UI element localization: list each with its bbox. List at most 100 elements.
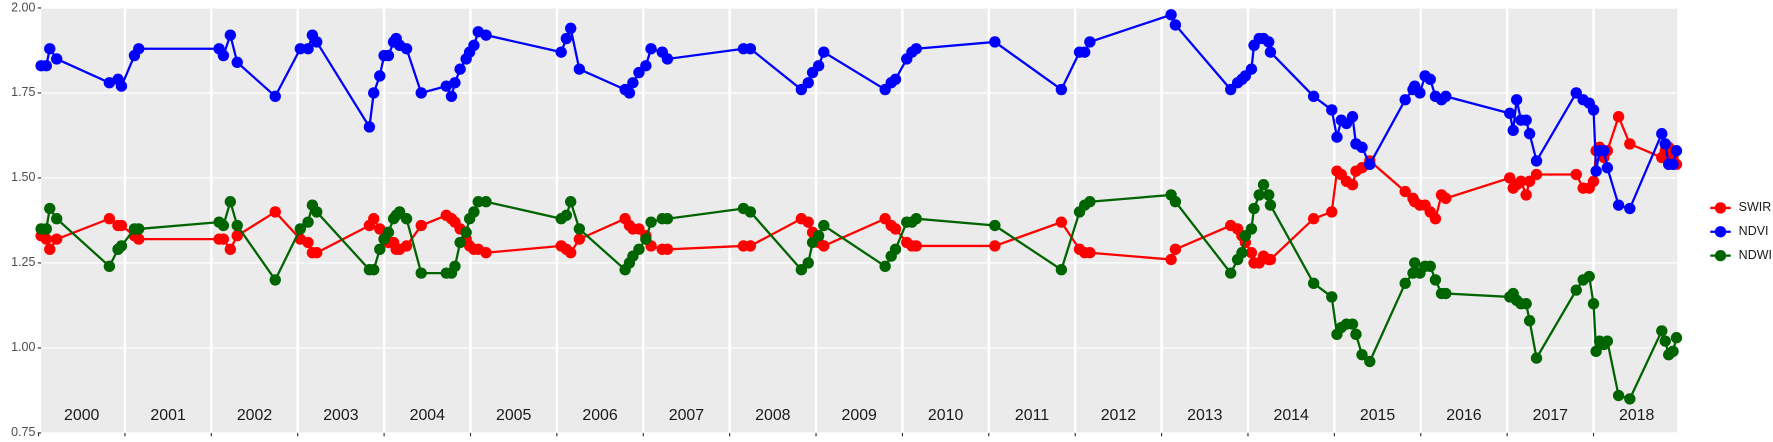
point: [1263, 189, 1275, 201]
point: [1264, 199, 1277, 211]
point: [1346, 318, 1359, 330]
point: [802, 77, 814, 89]
point: [889, 223, 902, 235]
point: [1656, 128, 1668, 140]
point: [910, 43, 922, 55]
point: [645, 43, 657, 55]
point: [1245, 247, 1258, 259]
point: [744, 206, 757, 218]
point: [1055, 83, 1068, 96]
point: [1659, 138, 1671, 150]
point: [1583, 270, 1595, 283]
point: [1520, 298, 1532, 310]
point: [889, 243, 902, 256]
point: [302, 236, 314, 249]
point: [44, 43, 56, 55]
point: [294, 43, 306, 55]
point: [560, 209, 573, 222]
point: [1656, 325, 1668, 337]
point: [1612, 389, 1625, 402]
point: [1624, 202, 1636, 215]
point: [1667, 158, 1679, 171]
point: [400, 213, 413, 225]
year-label: 2016: [1446, 407, 1482, 424]
point: [374, 223, 386, 235]
point: [1587, 175, 1600, 188]
point: [565, 196, 577, 208]
y-tick-label: 0.75: [11, 425, 35, 439]
point: [468, 39, 480, 52]
point: [302, 216, 314, 228]
point: [1670, 145, 1683, 157]
year-label: 2015: [1360, 407, 1396, 424]
point: [217, 49, 230, 62]
y-tick-label: 1.00: [11, 340, 35, 354]
point: [640, 60, 652, 72]
point: [1590, 165, 1602, 177]
point: [910, 213, 922, 225]
point: [1510, 94, 1523, 106]
legend-marker: [1714, 226, 1727, 238]
point: [1520, 189, 1532, 201]
point: [1055, 216, 1068, 228]
point: [1364, 355, 1376, 368]
point: [368, 264, 380, 276]
point: [1165, 9, 1177, 21]
point: [1504, 107, 1516, 120]
point: [1570, 168, 1582, 181]
point: [1399, 94, 1411, 106]
year-label: 2003: [323, 407, 359, 424]
point: [1507, 124, 1519, 137]
point: [1169, 196, 1182, 208]
point: [454, 63, 466, 75]
point: [44, 243, 56, 256]
point: [661, 53, 674, 65]
point: [480, 29, 492, 41]
year-label: 2001: [150, 407, 186, 424]
point: [1307, 90, 1320, 103]
point: [311, 206, 323, 218]
point: [1570, 284, 1582, 296]
point: [454, 236, 466, 249]
point: [51, 53, 63, 65]
year-label: 2018: [1619, 407, 1655, 424]
point: [802, 216, 814, 228]
point: [40, 60, 52, 72]
year-label: 2013: [1187, 407, 1223, 424]
point: [363, 121, 376, 133]
point: [818, 46, 830, 58]
point: [368, 87, 380, 99]
point: [1055, 264, 1068, 276]
point: [1264, 46, 1277, 58]
point: [1225, 267, 1237, 279]
point: [231, 56, 243, 69]
point: [1624, 393, 1636, 405]
point: [1356, 141, 1368, 154]
point: [1263, 36, 1275, 48]
plot-background: [41, 7, 1678, 433]
legend-label: NDVI: [1739, 224, 1769, 238]
point: [1165, 253, 1177, 266]
point: [910, 240, 922, 252]
year-label: 2008: [755, 407, 791, 424]
point: [1364, 158, 1376, 171]
year-label: 2005: [496, 407, 532, 424]
point: [744, 240, 757, 252]
year-label: 2002: [237, 407, 273, 424]
legend-label: NDWI: [1739, 248, 1772, 262]
point: [115, 219, 128, 232]
point: [1169, 19, 1182, 31]
y-tick-label: 1.75: [11, 85, 35, 99]
point: [1670, 332, 1683, 344]
year-label: 2011: [1015, 407, 1049, 424]
marks: [35, 9, 1683, 405]
point: [1253, 189, 1265, 201]
point: [1264, 253, 1277, 266]
point: [1307, 213, 1320, 225]
point: [1326, 104, 1338, 116]
legend-label: SWIR: [1739, 200, 1772, 214]
point: [374, 243, 386, 256]
point: [415, 219, 427, 232]
point: [573, 223, 586, 235]
